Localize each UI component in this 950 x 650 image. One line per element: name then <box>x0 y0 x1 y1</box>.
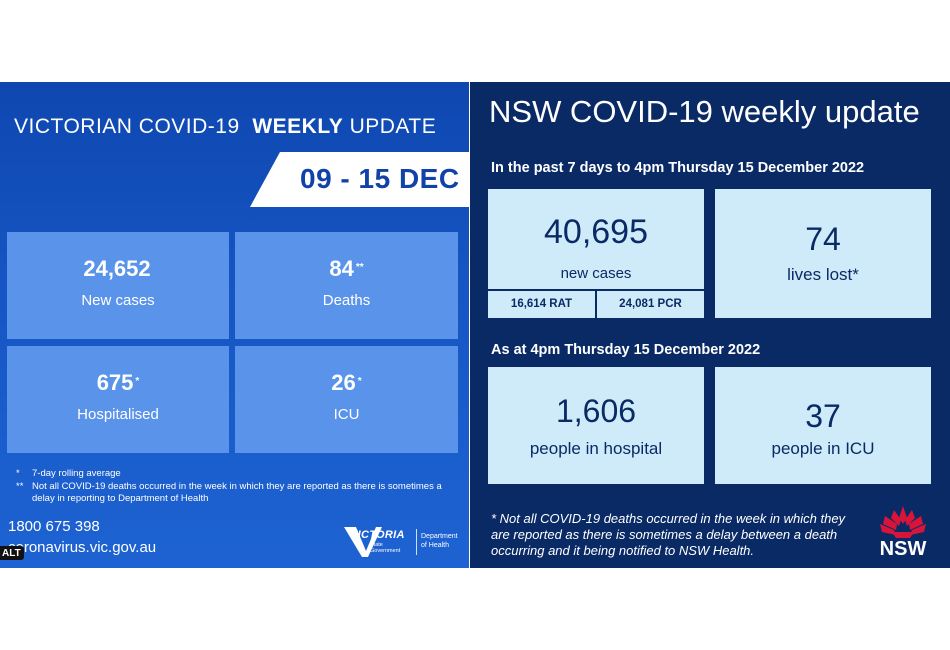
nsw-new-cases-label: new cases <box>560 265 632 282</box>
vic-new-cases-value: 24,652 <box>83 256 151 281</box>
nsw-pcr-count: 24,081 PCR <box>595 291 704 318</box>
waratah-icon <box>880 506 926 538</box>
victoria-government-logo: VICTORIA State Government Department of He… <box>342 525 466 561</box>
nsw-card-icu: 37 people in ICU <box>715 367 931 484</box>
nsw-footnote: * Not all COVID-19 deaths occurred in th… <box>491 511 846 558</box>
vic-footnotes: * 7-day rolling average ** Not all COVID… <box>16 468 464 506</box>
vic-card-hospitalised: 675 * Hospitalised <box>7 346 229 453</box>
vic-weekly-update-panel: VICTORIAN COVID-19 WEEKLY UPDATE 09 - 15… <box>0 82 469 568</box>
nsw-week-subtitle: In the past 7 days to 4pm Thursday 15 De… <box>491 160 865 176</box>
nsw-card-hospital: 1,606 people in hospital <box>488 367 704 484</box>
nsw-icu-label: people in ICU <box>771 439 875 458</box>
nsw-card-new-cases: 40,695 new cases 16,614 RAT 24,081 PCR <box>488 189 704 318</box>
vic-deaths-value: 84 ** <box>329 256 364 281</box>
vic-new-cases-label: New cases <box>81 292 155 309</box>
vic-card-icu: 26 * ICU <box>235 346 458 453</box>
nsw-hospital-label: people in hospital <box>529 439 663 458</box>
vic-hospitalised-value: 675 * <box>96 370 140 395</box>
date-band <box>250 152 469 207</box>
nsw-government-logo: NSW <box>874 502 932 560</box>
nsw-hospital-value: 1,606 <box>555 393 637 429</box>
vic-date-range: 09 - 15 DEC <box>300 163 460 194</box>
nsw-test-breakdown: 16,614 RAT 24,081 PCR <box>488 289 704 318</box>
nsw-icu-value: 37 <box>805 398 841 434</box>
vic-icu-value: 26 * <box>331 370 362 395</box>
nsw-card-lives-lost: 74 lives lost* <box>715 189 931 318</box>
vic-card-deaths: 84 ** Deaths <box>235 232 458 339</box>
nsw-now-subtitle: As at 4pm Thursday 15 December 2022 <box>491 342 761 358</box>
vic-icu-label: ICU <box>333 406 360 423</box>
nsw-rat-count: 16,614 RAT <box>510 298 573 310</box>
vic-title: VICTORIAN COVID-19 WEEKLY UPDATE <box>14 115 437 138</box>
vic-website-link[interactable]: coronavirus.vic.gov.au <box>8 539 157 556</box>
nsw-title: NSW COVID-19 weekly update <box>489 94 920 129</box>
nsw-new-cases-value: 40,695 <box>544 213 648 251</box>
vic-phone-number: 1800 675 398 <box>8 518 100 535</box>
nsw-lives-lost-label: lives lost* <box>787 265 859 284</box>
footnote: ** Not all COVID-19 deaths occurred in t… <box>16 481 442 504</box>
footnote: * 7-day rolling average <box>16 468 121 479</box>
alt-text-badge[interactable]: ALT <box>0 546 24 560</box>
vic-deaths-label: Deaths <box>322 292 371 309</box>
nsw-lives-lost-value: 74 <box>805 221 841 257</box>
vic-hospitalised-label: Hospitalised <box>77 406 159 423</box>
victoria-v-mark-icon <box>344 527 382 557</box>
vic-card-new-cases: 24,652 New cases <box>7 232 229 339</box>
nsw-weekly-update-panel: NSW COVID-19 weekly update In the past 7… <box>470 82 950 568</box>
